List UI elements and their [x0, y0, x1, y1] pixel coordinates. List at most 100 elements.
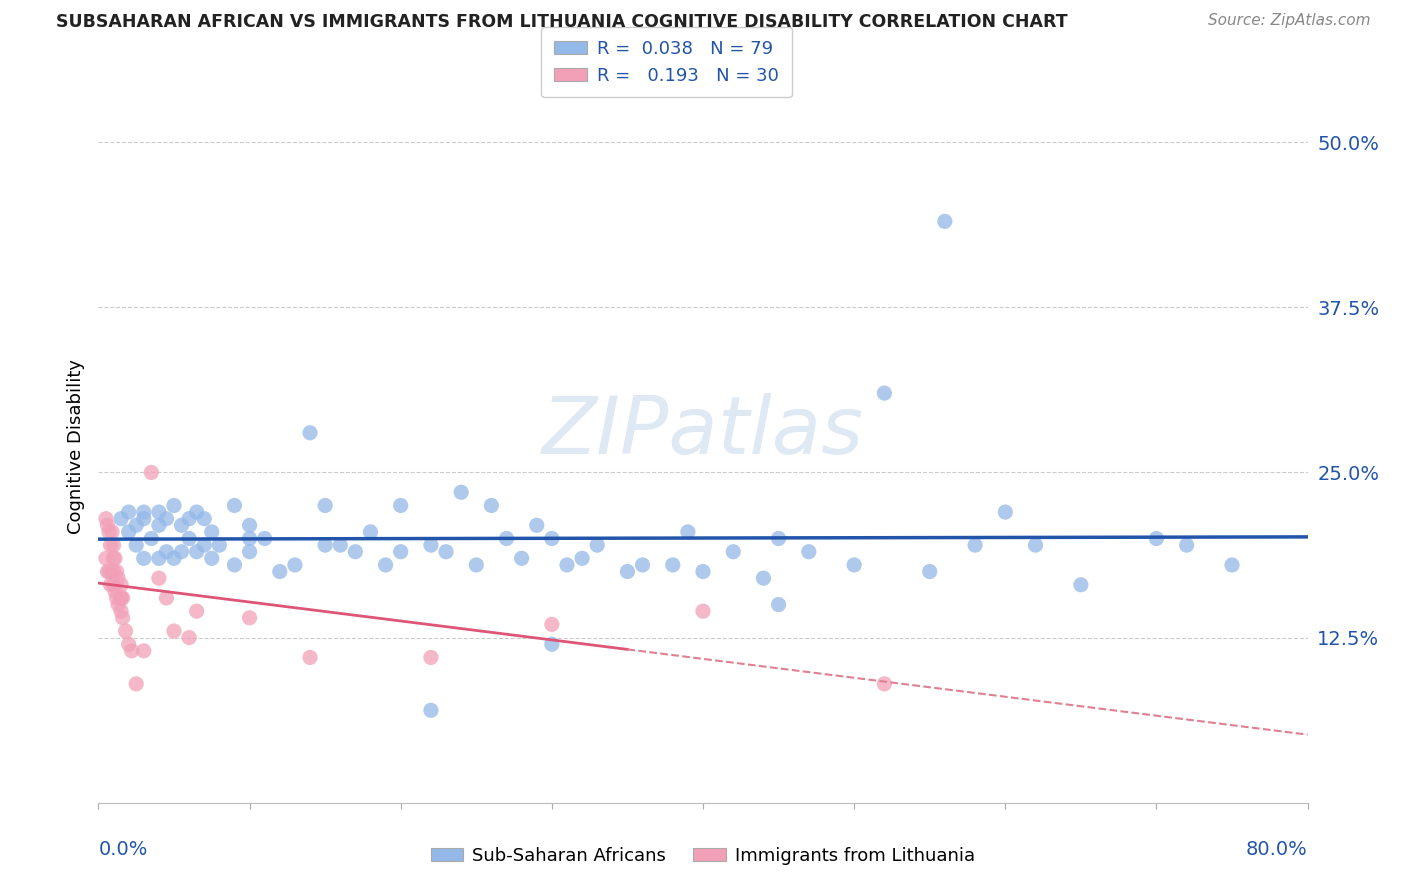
Legend: R =  0.038   N = 79, R =   0.193   N = 30: R = 0.038 N = 79, R = 0.193 N = 30 [541, 27, 792, 97]
Point [96, 565, 118, 579]
Point [100, 538, 122, 552]
Point [1024, 538, 1046, 552]
Point [186, 545, 208, 559]
Point [110, 578, 132, 592]
Point [94, 511, 117, 525]
Point [844, 558, 866, 572]
Point [110, 604, 132, 618]
Point [193, 538, 215, 552]
Point [110, 511, 132, 525]
Point [104, 584, 127, 599]
Point [107, 598, 129, 612]
Point [179, 532, 201, 546]
Point [179, 631, 201, 645]
Point [934, 214, 956, 228]
Point [125, 677, 148, 691]
Point [163, 624, 186, 638]
Point [374, 558, 396, 572]
Point [495, 532, 517, 546]
Text: ZIPatlas: ZIPatlas [541, 392, 865, 471]
Point [299, 425, 322, 440]
Point [118, 505, 141, 519]
Point [465, 558, 488, 572]
Point [723, 545, 745, 559]
Point [1144, 532, 1167, 546]
Point [118, 524, 141, 539]
Point [965, 538, 987, 552]
Point [284, 558, 307, 572]
Point [314, 538, 336, 552]
Point [103, 565, 125, 579]
Point [752, 571, 775, 585]
Point [103, 578, 125, 592]
Point [186, 604, 208, 618]
Point [125, 518, 148, 533]
Point [994, 505, 1017, 519]
Point [163, 551, 186, 566]
Point [155, 545, 177, 559]
Text: SUBSAHARAN AFRICAN VS IMMIGRANTS FROM LITHUANIA COGNITIVE DISABILITY CORRELATION: SUBSAHARAN AFRICAN VS IMMIGRANTS FROM LI… [56, 13, 1069, 31]
Point [510, 551, 533, 566]
Point [239, 518, 262, 533]
Point [224, 499, 246, 513]
Point [208, 538, 231, 552]
Point [170, 545, 193, 559]
Point [540, 617, 562, 632]
Point [1220, 558, 1243, 572]
Point [676, 524, 699, 539]
Point [170, 518, 193, 533]
Point [201, 524, 224, 539]
Text: 80.0%: 80.0% [1246, 839, 1308, 859]
Text: Source: ZipAtlas.com: Source: ZipAtlas.com [1208, 13, 1371, 29]
Point [239, 545, 262, 559]
Point [253, 532, 276, 546]
Text: 0.0%: 0.0% [98, 839, 148, 859]
Point [269, 565, 291, 579]
Point [420, 703, 443, 717]
Point [314, 499, 336, 513]
Point [540, 637, 562, 651]
Point [148, 505, 170, 519]
Y-axis label: Cognitive Disability: Cognitive Disability [66, 359, 84, 533]
Point [186, 505, 208, 519]
Point [148, 518, 170, 533]
Point [873, 677, 896, 691]
Point [96, 518, 118, 533]
Point [125, 538, 148, 552]
Point [179, 511, 201, 525]
Point [98, 524, 121, 539]
Point [1175, 538, 1198, 552]
Legend: Sub-Saharan Africans, Immigrants from Lithuania: Sub-Saharan Africans, Immigrants from Li… [423, 840, 983, 872]
Point [661, 558, 683, 572]
Point [118, 637, 141, 651]
Point [768, 532, 790, 546]
Point [110, 591, 132, 605]
Point [526, 518, 548, 533]
Point [540, 532, 562, 546]
Point [105, 565, 128, 579]
Point [299, 650, 322, 665]
Point [420, 650, 443, 665]
Point [121, 644, 143, 658]
Point [555, 558, 578, 572]
Point [114, 624, 136, 638]
Point [111, 591, 134, 605]
Point [104, 551, 127, 566]
Point [692, 565, 714, 579]
Point [111, 611, 134, 625]
Point [94, 551, 117, 566]
Point [586, 538, 609, 552]
Point [224, 558, 246, 572]
Point [360, 524, 382, 539]
Point [481, 499, 503, 513]
Point [148, 571, 170, 585]
Point [148, 551, 170, 566]
Point [132, 511, 155, 525]
Point [389, 545, 412, 559]
Point [239, 611, 262, 625]
Point [110, 591, 132, 605]
Point [329, 538, 352, 552]
Point [103, 551, 125, 566]
Point [239, 532, 262, 546]
Point [141, 466, 163, 480]
